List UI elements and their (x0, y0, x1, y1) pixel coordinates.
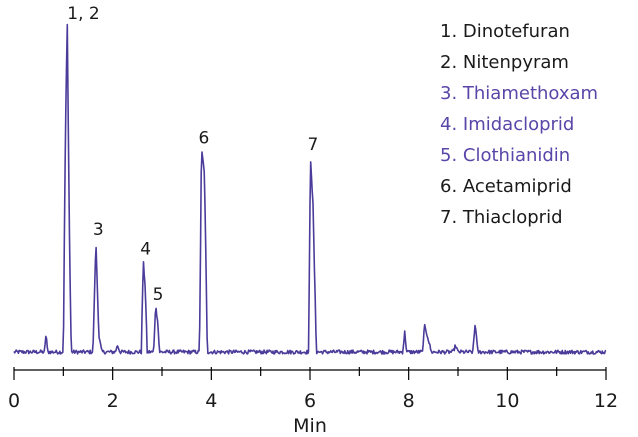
x-axis-title: Min (293, 415, 327, 437)
x-tick-label: 0 (8, 390, 20, 412)
peak-label: 7 (307, 135, 318, 155)
legend-entry: 3. Thiamethoxam (440, 83, 598, 104)
peak-label: 4 (140, 239, 151, 259)
chromatogram-trace-0 (13, 23, 607, 355)
x-tick-label: 12 (594, 390, 618, 412)
legend-entry: 4. Imidacloprid (440, 114, 574, 135)
legend-entry: 6. Acetamiprid (440, 176, 572, 197)
peak-label: 6 (198, 128, 209, 148)
x-tick-label: 4 (205, 390, 217, 412)
trace-layer (13, 23, 607, 355)
legend-entry: 5. Clothianidin (440, 145, 570, 166)
x-tick-label: 2 (107, 390, 119, 412)
x-tick-label: 6 (304, 390, 316, 412)
peak-label: 5 (153, 285, 164, 305)
x-tick-label: 10 (495, 390, 519, 412)
peak-label: 1, 2 (67, 4, 99, 24)
legend-entry: 1. Dinotefuran (440, 21, 570, 42)
legend: 1. Dinotefuran 2. Nitenpyram 3. Thiamethox… (440, 21, 598, 228)
x-tick-label: 8 (403, 390, 415, 412)
legend-entry: 2. Nitenpyram (440, 52, 569, 73)
x-axis: 0 2 4 6 8 10 12 (8, 367, 618, 412)
peak-labels: 1, 2 3 4 5 6 7 (67, 4, 318, 305)
peak-label: 3 (93, 220, 104, 240)
legend-entry: 7. Thiacloprid (440, 207, 563, 228)
